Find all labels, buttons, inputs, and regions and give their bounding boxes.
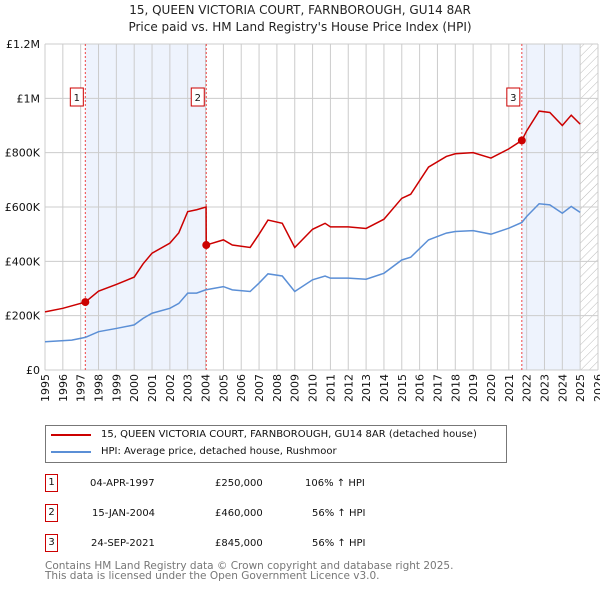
sale-price: £460,000: [215, 508, 263, 519]
x-tick-label: 2001: [146, 374, 159, 402]
sale-label: 3: [510, 93, 516, 104]
legend-item-property: 15, QUEEN VICTORIA COURT, FARNBOROUGH, G…: [51, 429, 477, 440]
x-tick-label: 2009: [289, 374, 302, 402]
chart-title: 15, QUEEN VICTORIA COURT, FARNBOROUGH, G…: [129, 3, 471, 17]
x-tick-label: 1997: [75, 374, 88, 402]
x-tick-label: 2013: [360, 374, 373, 402]
sale-point: [517, 136, 526, 145]
x-tick-label: 1995: [39, 374, 52, 402]
x-tick-label: 2015: [396, 374, 409, 402]
legend-item-hpi: HPI: Average price, detached house, Rush…: [51, 446, 337, 457]
sale-price: £845,000: [215, 538, 263, 549]
sale-label-box: [506, 87, 521, 107]
x-tick-label: 2022: [521, 374, 534, 402]
table-row: 1 04-APR-1997 £250,000 106% ↑ HPI: [45, 474, 445, 494]
sale-date: 15-JAN-2004: [92, 508, 156, 519]
table-row: 3 24-SEP-2021 £845,000 56% ↑ HPI: [45, 534, 445, 554]
series-line: [44, 110, 581, 313]
footer: Contains HM Land Registry data © Crown c…: [45, 560, 454, 582]
x-tick-label: 2002: [164, 374, 177, 402]
x-tick-label: 2026: [592, 374, 600, 402]
x-tick-label: 2018: [449, 374, 462, 402]
sale-date: 24-SEP-2021: [91, 538, 155, 549]
y-tick-label: £800K: [5, 147, 41, 160]
y-tick-label: £400K: [5, 255, 41, 268]
sale-label-box: [69, 87, 84, 107]
y-tick-label: £600K: [5, 201, 41, 214]
legend: 15, QUEEN VICTORIA COURT, FARNBOROUGH, G…: [45, 425, 507, 463]
x-tick-label: 2003: [182, 374, 195, 402]
x-tick-label: 2014: [378, 374, 391, 402]
series-line: [44, 202, 581, 343]
x-tick-label: 2025: [574, 374, 587, 402]
x-tick-label: 2020: [485, 374, 498, 402]
sale-label: 1: [74, 93, 80, 104]
x-tick-label: 2000: [128, 374, 141, 402]
legend-swatch-blue: [51, 450, 91, 453]
x-tick-label: 2007: [253, 374, 266, 402]
y-tick-label: £1M: [17, 92, 41, 105]
plot-area: 1995 1996 1997 1998 1999 2000 2001 2002 2003 2004…: [5, 38, 600, 402]
y-tick-label: £200K: [5, 310, 41, 323]
sale-price: £250,000: [215, 478, 263, 489]
sale-date: 04-APR-1997: [90, 478, 155, 489]
sale-badge: 2: [45, 504, 58, 522]
footer-licence: This data is licensed under the Open Gov…: [45, 570, 380, 582]
sale-badge: 1: [45, 474, 58, 492]
footer-copyright: Contains HM Land Registry data © Crown c…: [45, 560, 454, 572]
sale-point: [202, 241, 211, 250]
x-tick-label: 2011: [324, 374, 337, 402]
x-tick-label: 2019: [467, 374, 480, 402]
y-tick-label: £1.2M: [6, 38, 40, 51]
sale-hpi: 56% ↑ HPI: [312, 538, 366, 549]
chart-subtitle: Price paid vs. HM Land Registry's House …: [128, 20, 472, 34]
legend-label: 15, QUEEN VICTORIA COURT, FARNBOROUGH, G…: [101, 429, 477, 440]
sale-point: [81, 298, 90, 307]
x-tick-label: 2023: [538, 374, 551, 402]
x-tick-label: 1998: [93, 374, 106, 402]
x-tick-label: 1996: [57, 374, 70, 402]
x-tick-label: 2008: [271, 374, 284, 402]
x-tick-label: 2021: [503, 374, 516, 402]
sale-badge: 3: [45, 534, 58, 552]
x-tick-label: 2010: [307, 374, 320, 402]
sale-hpi: 56% ↑ HPI: [312, 508, 366, 519]
legend-label: HPI: Average price, detached house, Rush…: [101, 446, 337, 457]
x-tick-label: 2017: [431, 374, 444, 402]
legend-swatch-red: [51, 433, 91, 436]
x-tick-label: 2005: [217, 374, 230, 402]
sale-label: 2: [195, 93, 201, 104]
table-row: 2 15-JAN-2004 £460,000 56% ↑ HPI: [45, 504, 445, 524]
sale-hpi: 106% ↑ HPI: [305, 478, 365, 489]
x-tick-label: 2024: [556, 374, 569, 402]
x-tick-label: 2012: [342, 374, 355, 402]
x-tick-label: 2004: [200, 374, 213, 402]
x-tick-label: 2016: [414, 374, 427, 402]
x-tick-label: 1999: [110, 374, 123, 402]
y-tick-label: £0: [26, 364, 40, 377]
sale-label-box: [190, 87, 205, 107]
x-tick-label: 2006: [235, 374, 248, 402]
